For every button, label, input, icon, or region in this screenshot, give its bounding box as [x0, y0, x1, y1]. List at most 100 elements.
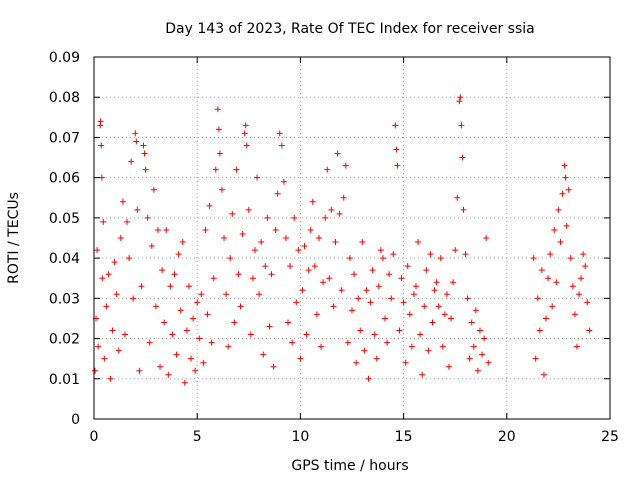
x-tick-labels: 0 5 10 15 20 25 — [90, 429, 619, 445]
data-point — [439, 343, 446, 350]
data-point — [152, 303, 159, 310]
data-point — [394, 162, 401, 169]
data-point — [194, 299, 201, 306]
data-point — [342, 162, 349, 169]
x-tick-label: 15 — [395, 429, 413, 445]
data-point — [328, 206, 335, 213]
data-point — [431, 287, 438, 294]
data-point — [538, 267, 545, 274]
data-point — [371, 331, 378, 338]
data-point — [396, 327, 403, 334]
data-point — [406, 311, 413, 318]
data-point — [410, 291, 417, 298]
data-point — [330, 303, 337, 310]
x-axis-label: GPS time / hours — [291, 458, 408, 474]
grid-lines — [94, 57, 610, 419]
x-tick-label: 10 — [291, 429, 309, 445]
axis-ticks — [93, 56, 611, 420]
data-point — [140, 142, 147, 149]
data-point — [315, 235, 322, 241]
data-point — [419, 371, 426, 378]
x-tick-label: 5 — [193, 429, 202, 445]
data-point — [272, 226, 279, 233]
data-point — [181, 379, 188, 386]
data-point — [459, 154, 466, 161]
data-point — [200, 359, 207, 366]
data-point — [361, 347, 368, 354]
data-point — [427, 251, 434, 258]
data-point — [423, 267, 430, 274]
data-point — [227, 255, 234, 262]
data-point — [264, 214, 271, 221]
data-point — [183, 327, 190, 334]
data-point — [569, 283, 576, 290]
data-point — [133, 138, 140, 145]
data-point — [107, 375, 114, 382]
data-point — [136, 367, 143, 374]
data-point — [202, 226, 209, 233]
data-point — [167, 283, 174, 290]
data-point — [555, 206, 562, 213]
data-point — [266, 323, 273, 330]
data-point — [214, 106, 221, 113]
data-point — [379, 255, 386, 262]
data-point — [225, 343, 232, 350]
data-point — [460, 206, 467, 213]
x-tick-label: 20 — [498, 429, 516, 445]
data-point — [532, 355, 539, 362]
data-point — [457, 94, 464, 101]
data-point — [99, 275, 106, 282]
data-point — [148, 243, 155, 250]
y-tick-label: 0.06 — [49, 171, 80, 187]
data-point — [384, 339, 391, 346]
data-point — [454, 194, 461, 201]
data-point — [485, 359, 492, 366]
data-point — [476, 327, 483, 334]
data-point — [390, 251, 397, 258]
data-point — [126, 255, 133, 262]
data-point — [215, 126, 222, 133]
data-point — [154, 226, 161, 233]
y-tick-label: 0.04 — [49, 251, 80, 267]
data-point — [260, 351, 267, 358]
data-point — [443, 291, 450, 298]
data-point — [245, 206, 252, 213]
data-point — [299, 287, 306, 294]
y-tick-label: 0.07 — [49, 130, 80, 146]
data-point — [388, 295, 395, 302]
data-point — [334, 150, 341, 157]
data-point — [481, 335, 488, 342]
data-point — [466, 355, 473, 362]
data-point — [223, 291, 230, 298]
data-point — [235, 271, 242, 278]
data-point — [377, 247, 384, 254]
data-point — [121, 331, 128, 338]
data-point — [563, 222, 570, 229]
data-point — [313, 311, 320, 318]
data-point — [97, 118, 104, 125]
x-tick-label: 0 — [90, 429, 99, 445]
data-point — [359, 239, 366, 246]
data-point — [551, 226, 558, 233]
data-point — [303, 331, 310, 338]
data-point — [573, 343, 580, 350]
data-point — [256, 291, 263, 298]
data-point — [169, 331, 176, 338]
data-point — [357, 327, 364, 334]
data-point — [216, 150, 223, 157]
data-point — [392, 122, 399, 129]
data-point — [113, 291, 120, 298]
data-point — [472, 307, 479, 314]
data-point — [258, 239, 265, 246]
data-point — [301, 243, 308, 250]
data-point — [239, 230, 246, 237]
data-point — [562, 174, 569, 181]
data-point — [586, 327, 593, 334]
data-point — [251, 247, 258, 254]
data-point — [237, 303, 244, 310]
data-point — [111, 259, 118, 266]
data-point — [456, 98, 463, 105]
data-point — [287, 263, 294, 270]
data-point — [559, 190, 566, 197]
x-tick-label: 25 — [601, 429, 619, 445]
